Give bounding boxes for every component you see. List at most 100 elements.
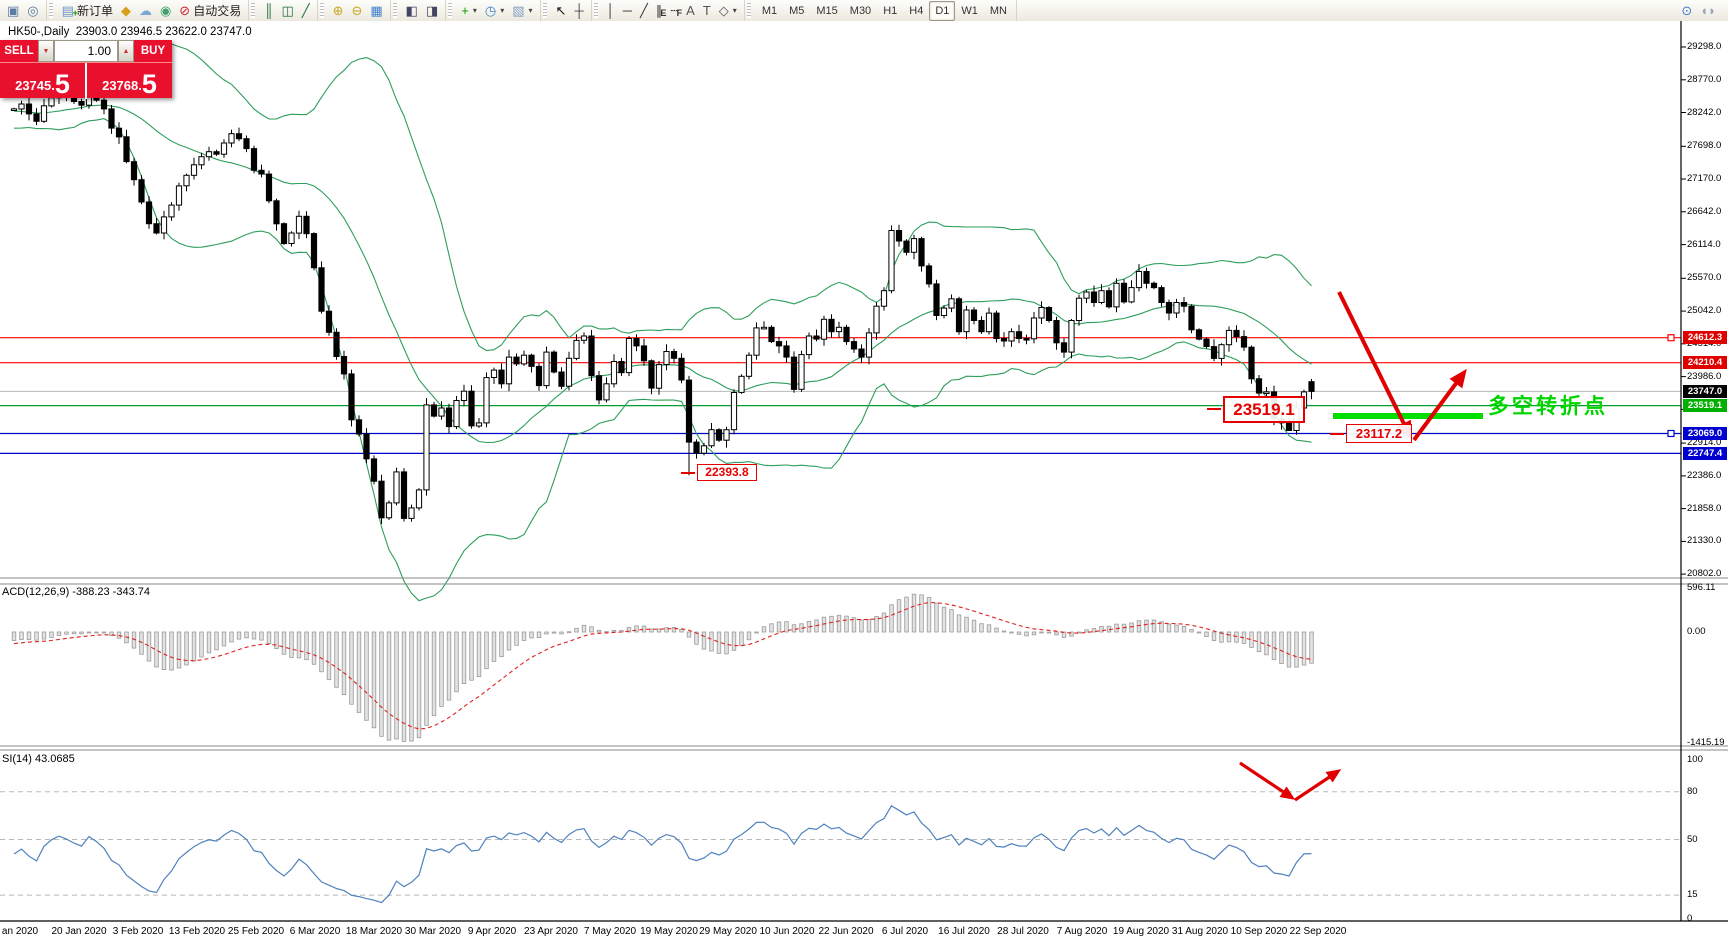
- clock-icon: ◷: [484, 3, 497, 18]
- bar-chart-icon: ║: [264, 3, 274, 18]
- autotrade-button[interactable]: ⊘ 自动交易: [175, 1, 245, 21]
- timeframe-m5[interactable]: M5: [789, 4, 805, 17]
- templates-button-caret-icon: ▾: [528, 6, 533, 15]
- fibonacci-icon-overlay: F: [676, 8, 683, 18]
- fibonacci-button[interactable]: ┄ F: [666, 1, 682, 21]
- timeframe-m1[interactable]: M1: [761, 4, 778, 17]
- date-axis-label[interactable]: 23 Apr 2020: [524, 926, 578, 937]
- date-axis-label[interactable]: 19 Aug 2020: [1112, 926, 1170, 937]
- shapes-button[interactable]: ◇ ▾: [715, 1, 741, 21]
- date-axis-label[interactable]: 25 Feb 2020: [227, 926, 285, 937]
- vline-button[interactable]: │: [603, 1, 619, 21]
- buy-price[interactable]: 23768. 5: [87, 63, 172, 99]
- turning-point-label[interactable]: 多空转折点: [1488, 395, 1608, 418]
- timeframe-w1[interactable]: W1: [961, 4, 978, 17]
- mql-cloud-button[interactable]: ☁: [135, 1, 156, 21]
- chart-shift-icon: ◨: [425, 3, 439, 18]
- add-indicator-button[interactable]: + ▾: [457, 1, 481, 21]
- timeframe-h1[interactable]: H1: [883, 4, 898, 17]
- chart-shift-button[interactable]: ◨: [422, 1, 442, 21]
- gold-button[interactable]: ◆: [117, 1, 135, 21]
- timeframe-d1[interactable]: D1: [929, 0, 956, 21]
- timeframe-m30[interactable]: M30: [849, 4, 872, 17]
- hline-button[interactable]: ─: [619, 1, 636, 21]
- date-axis-label[interactable]: 6 Jul 2020: [881, 926, 929, 937]
- price-axis-tick: 23986.0: [1687, 370, 1722, 382]
- price-chart-svg[interactable]: [0, 21, 1728, 944]
- profile-window-button[interactable]: ◎: [23, 1, 42, 21]
- volume-field[interactable]: 1.00: [54, 40, 118, 62]
- date-axis-label[interactable]: 6 Mar 2020: [289, 926, 341, 937]
- price-axis-tick: 29298.0: [1687, 41, 1722, 52]
- date-axis-label[interactable]: 9 Apr 2020: [467, 926, 517, 937]
- text-a-icon: A: [686, 3, 695, 18]
- date-axis-label[interactable]: 16 Jul 2020: [938, 926, 990, 937]
- zoom-in-button[interactable]: ⊕: [329, 1, 348, 21]
- candlestick-icon: ◫: [281, 3, 294, 18]
- timeframe-m15[interactable]: M15: [816, 4, 838, 17]
- date-axis-label[interactable]: 3 Feb 2020: [112, 926, 164, 937]
- new-order-button-label: 新订单: [76, 4, 113, 18]
- level-price-badge: 24210.4: [1683, 356, 1727, 370]
- tile-windows-button[interactable]: ▦: [366, 1, 386, 21]
- label-button[interactable]: T: [699, 1, 715, 21]
- price-annotation-label[interactable]: 22393.8: [697, 464, 757, 481]
- date-axis-label[interactable]: 13 Feb 2020: [168, 926, 226, 937]
- date-axis-label[interactable]: 28 Jul 2020: [997, 926, 1049, 937]
- buy-button[interactable]: BUY: [134, 40, 172, 62]
- cursor-button[interactable]: ↖: [552, 1, 571, 21]
- volume-up-button[interactable]: ▲: [118, 40, 134, 62]
- date-axis-label[interactable]: an 2020: [1, 926, 39, 937]
- date-axis-label[interactable]: 22 Sep 2020: [1289, 926, 1347, 937]
- macd-label: ACD(12,26,9) -388.23 -343.74: [2, 586, 150, 598]
- crosshair-icon: ┼: [574, 3, 584, 18]
- channel-button[interactable]: ∥ E: [652, 1, 667, 21]
- price-axis-tick: 26114.0: [1687, 238, 1721, 250]
- date-axis-label[interactable]: 10 Sep 2020: [1230, 926, 1288, 937]
- auto-scroll-button[interactable]: ◧: [402, 1, 422, 21]
- chart-area[interactable]: HK50-,Daily 23903.0 23946.5 23622.0 2374…: [0, 21, 1728, 944]
- toolbar-grip: [319, 3, 324, 18]
- main-toolbar: ▣ ◎ ▤ + 新订单 ◆ ☁ ◉ ⊘ 自动交易 ║ ◫ ╱ ⊕ ⊖ ▦ ◧ ◨ + ▾ ◷ ▾ ▧ ▾ ↖ ┼ │ ─ ╱ ∥ E ┄ F A T…: [0, 0, 1728, 22]
- price-axis-tick: 22386.0: [1687, 469, 1722, 481]
- new-order-button[interactable]: ▤ + 新订单: [58, 1, 117, 21]
- timeframe-h4[interactable]: H4: [909, 4, 924, 17]
- level-price-badge: 23069.0: [1683, 426, 1727, 440]
- candle-chart-button[interactable]: ◫: [277, 1, 297, 21]
- line-chart-button[interactable]: ╱: [298, 1, 314, 21]
- chat-button[interactable]: ◖◗: [1696, 1, 1720, 21]
- toolbar-grip: [593, 3, 598, 18]
- date-axis-label[interactable]: 7 May 2020: [583, 926, 637, 937]
- price-axis-tick: 27698.0: [1687, 140, 1722, 152]
- new-order-icon-overlay: +: [72, 8, 78, 18]
- chart-window-button[interactable]: ▣: [3, 1, 23, 21]
- price-annotation-label[interactable]: 23519.1: [1223, 396, 1305, 423]
- price-annotation-label[interactable]: 23117.2: [1346, 424, 1412, 443]
- trendline-button[interactable]: ╱: [636, 1, 652, 21]
- bar-chart-button[interactable]: ║: [260, 1, 277, 21]
- zoom-in-icon: ⊕: [332, 3, 344, 18]
- templates-button[interactable]: ▧ ▾: [508, 1, 536, 21]
- date-axis-label[interactable]: 19 May 2020: [640, 926, 698, 937]
- date-axis-label[interactable]: 20 Jan 2020: [51, 926, 107, 937]
- sell-button[interactable]: SELL: [0, 40, 38, 62]
- text-button[interactable]: A: [682, 1, 699, 21]
- date-axis-label[interactable]: 31 Aug 2020: [1171, 926, 1229, 937]
- date-axis-label[interactable]: 7 Aug 2020: [1056, 926, 1108, 937]
- date-axis-label[interactable]: 10 Jun 2020: [759, 926, 815, 937]
- date-axis-label[interactable]: 22 Jun 2020: [818, 926, 874, 937]
- rsi-axis-tick: 0: [1687, 913, 1693, 924]
- periods-button[interactable]: ◷ ▾: [481, 1, 508, 21]
- search-button[interactable]: ⊙: [1677, 1, 1696, 21]
- crosshair-button[interactable]: ┼: [570, 1, 587, 21]
- trade-tools-group: ▤ + 新订单 ◆ ☁ ◉ ⊘ 自动交易: [55, 0, 250, 21]
- object-menus-group: + ▾ ◷ ▾ ▧ ▾: [454, 0, 541, 21]
- date-axis-label[interactable]: 18 Mar 2020: [345, 926, 403, 937]
- zoom-out-button[interactable]: ⊖: [347, 1, 366, 21]
- signals-button[interactable]: ◉: [156, 1, 175, 21]
- timeframe-mn[interactable]: MN: [989, 4, 1007, 17]
- date-axis-label[interactable]: 29 May 2020: [699, 926, 757, 937]
- date-axis-label[interactable]: 30 Mar 2020: [404, 926, 462, 937]
- sell-price[interactable]: 23745. 5: [0, 63, 87, 99]
- volume-down-button[interactable]: ▼: [38, 40, 54, 62]
